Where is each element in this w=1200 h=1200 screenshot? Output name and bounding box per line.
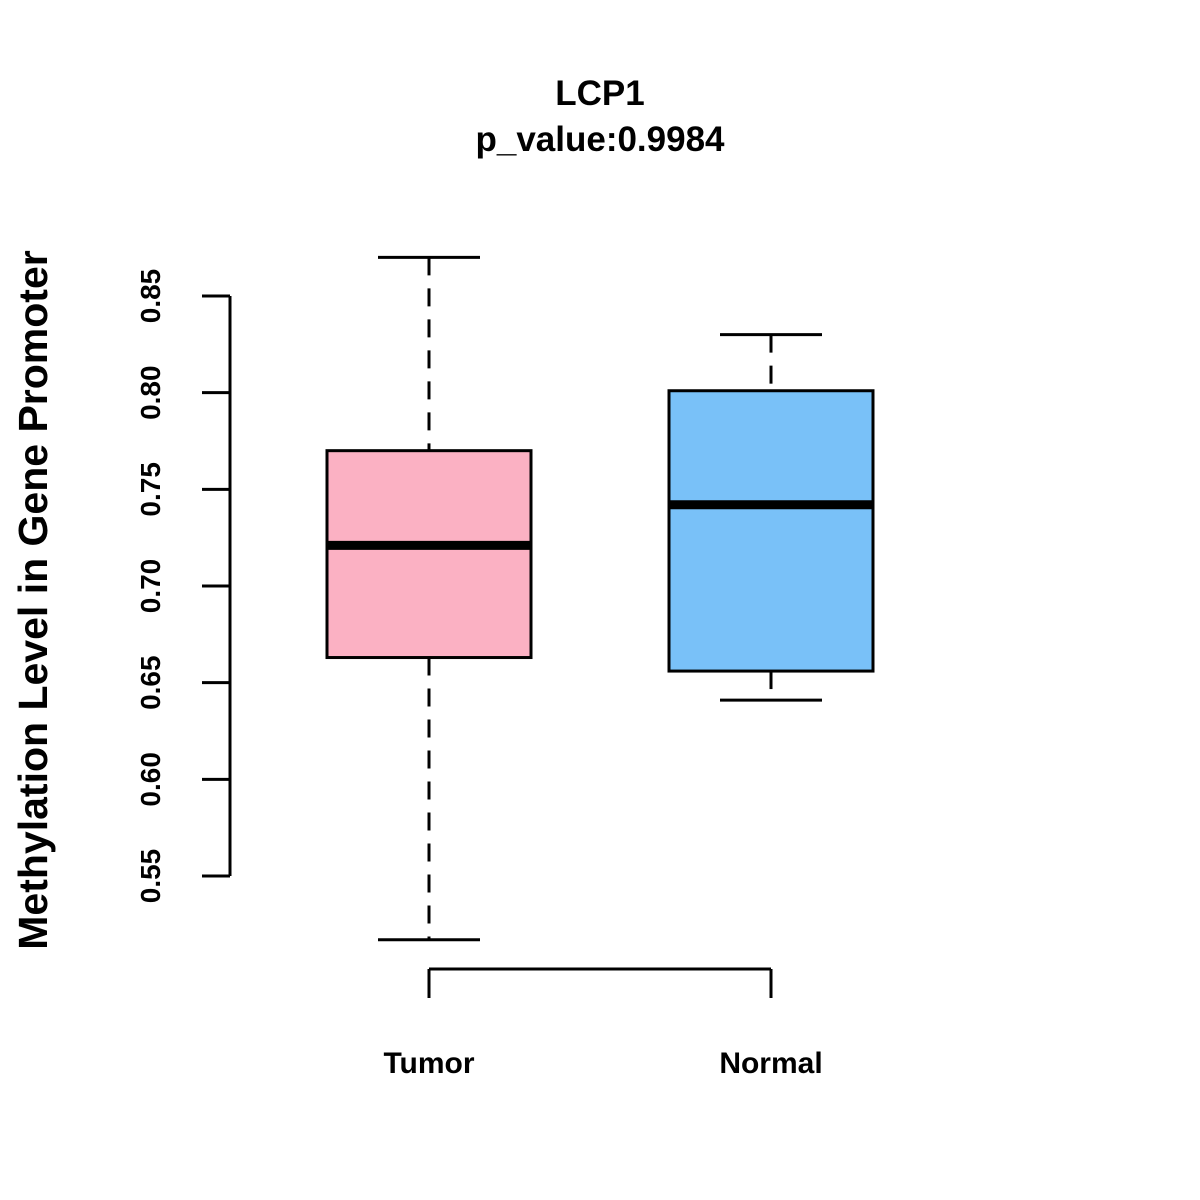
box-tumor (325, 255, 533, 942)
iqr-box (667, 389, 875, 673)
y-tick-label: 0.65 (135, 655, 166, 710)
y-tick-label: 0.75 (135, 462, 166, 517)
box-normal (667, 333, 875, 702)
y-tick-label: 0.60 (135, 752, 166, 807)
y-tick-label: 0.85 (135, 269, 166, 324)
y-tick-label: 0.55 (135, 849, 166, 904)
y-axis-label: Methylation Level in Gene Promoter (10, 250, 56, 949)
chart-title: LCP1 (555, 74, 644, 113)
y-tick-label: 0.80 (135, 365, 166, 420)
y-tick-label: 0.70 (135, 559, 166, 614)
x-axis: Tumor Normal (383, 967, 823, 1080)
x-tick-label: Normal (719, 1047, 822, 1080)
y-axis: 0.55 0.60 0.65 0.70 0.75 0.80 0.85 (135, 269, 232, 904)
iqr-box (325, 449, 533, 660)
box-group (325, 255, 875, 942)
chart-subtitle: p_value:0.9984 (475, 120, 725, 159)
x-tick-label: Tumor (383, 1047, 474, 1080)
